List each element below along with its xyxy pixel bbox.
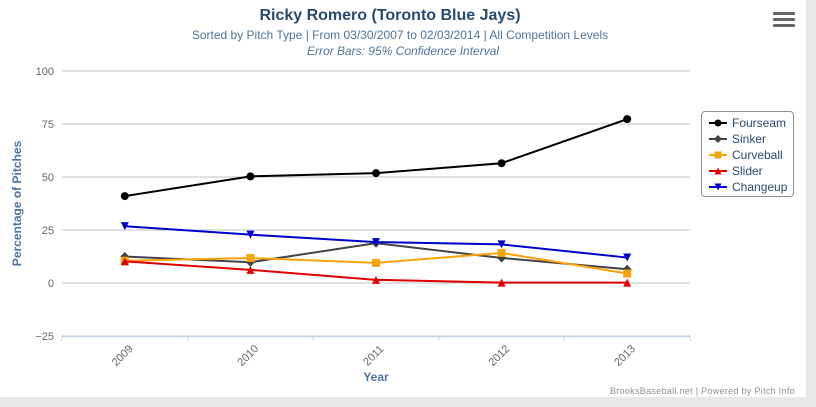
y-tick-label: −25 xyxy=(35,331,54,343)
y-tick-label: 25 xyxy=(42,225,54,237)
data-point-changeup xyxy=(623,253,632,262)
chart-title: Ricky Romero (Toronto Blue Jays) xyxy=(259,7,521,24)
legend-label: Fourseam xyxy=(732,116,787,130)
x-tick-label: 2009 xyxy=(110,343,136,369)
data-point-curveball xyxy=(246,253,255,262)
data-point-fourseam xyxy=(497,159,506,168)
menu-bar xyxy=(773,18,795,21)
data-point-slider xyxy=(246,265,255,274)
legend-label: Changeup xyxy=(732,180,788,194)
chart-subtitle-error-bars: Error Bars: 95% Confidence Interval xyxy=(306,44,500,58)
legend-symbol-fourseam xyxy=(709,119,727,127)
x-axis-title: Year xyxy=(363,370,389,384)
data-point-fourseam xyxy=(120,192,129,201)
data-point-curveball xyxy=(372,258,380,267)
legend-marker xyxy=(714,151,722,159)
data-point-curveball xyxy=(623,269,632,278)
data-point-slider xyxy=(120,257,129,266)
legend-item-curveball[interactable]: Curveball xyxy=(708,147,794,163)
legend-symbol-curveball xyxy=(709,151,727,159)
data-point-curveball xyxy=(497,248,506,257)
data-point-slider xyxy=(623,278,632,287)
x-tick-label: 2012 xyxy=(487,343,513,369)
data-point-slider xyxy=(497,278,506,287)
data-point-slider xyxy=(372,275,380,284)
y-tick-label: 0 xyxy=(48,278,54,290)
legend-label: Curveball xyxy=(732,148,783,162)
legend-symbol-changeup xyxy=(709,183,727,191)
menu-bar xyxy=(773,24,795,27)
legend-label: Slider xyxy=(732,164,763,178)
legend-marker xyxy=(714,119,722,127)
legend-item-changeup[interactable]: Changeup xyxy=(708,179,794,195)
legend-marker xyxy=(714,135,722,143)
data-point-changeup xyxy=(372,238,380,247)
series-line-fourseam xyxy=(124,118,628,198)
data-point-fourseam xyxy=(372,169,380,178)
x-tick-label: 2010 xyxy=(235,343,261,369)
y-tick-label: 100 xyxy=(36,66,54,78)
chart-subtitle: Sorted by Pitch Type | From 03/30/2007 t… xyxy=(191,28,609,42)
data-point-changeup xyxy=(246,230,255,239)
data-point-changeup xyxy=(120,222,129,231)
data-point-sinker xyxy=(497,253,507,263)
legend-item-sinker[interactable]: Sinker xyxy=(708,131,794,147)
x-tick-label: 2011 xyxy=(361,343,386,368)
legend-item-fourseam[interactable]: Fourseam xyxy=(708,115,794,131)
data-point-changeup xyxy=(497,240,506,249)
legend: Fourseam Sinker Curveball Slider Changeup xyxy=(701,111,794,197)
data-point-fourseam xyxy=(246,172,255,181)
legend-label: Sinker xyxy=(732,132,767,146)
chart-canvas: 100 75 50 25 0 −25 2009 2010 2011 2012 2013 Year Per… xyxy=(10,66,691,384)
y-axis-title: Percentage of Pitches xyxy=(10,140,24,266)
hamburger-menu-icon[interactable] xyxy=(773,12,795,30)
legend-symbol-slider xyxy=(709,167,727,175)
chart-panel: 100 75 50 25 0 −25 2009 2010 2011 2012 2013 Year Per… xyxy=(0,0,806,397)
y-tick-label: 75 xyxy=(42,119,54,131)
menu-bar xyxy=(773,12,795,15)
legend-symbol-sinker xyxy=(709,135,727,143)
data-point-fourseam xyxy=(623,115,632,124)
x-tick-label: 2013 xyxy=(612,343,638,369)
legend-item-slider[interactable]: Slider xyxy=(708,163,794,179)
legend-marker xyxy=(714,167,722,175)
y-tick-label: 50 xyxy=(42,172,54,184)
legend-marker xyxy=(714,183,722,191)
credits[interactable]: BrooksBaseball.net | Powered by Pitch In… xyxy=(609,386,795,396)
